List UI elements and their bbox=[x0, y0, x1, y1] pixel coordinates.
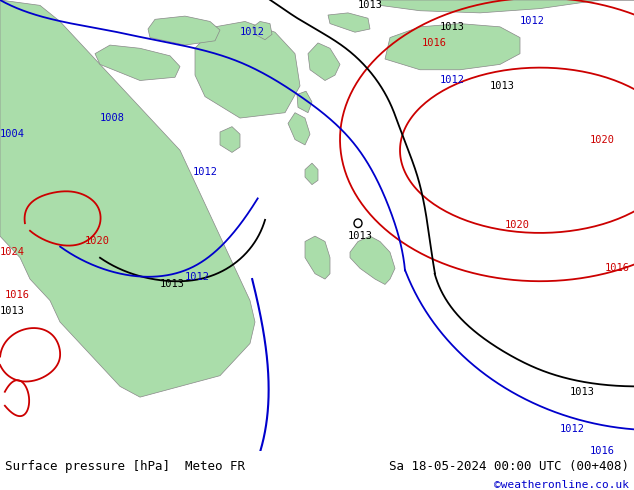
Text: 1013: 1013 bbox=[490, 81, 515, 91]
Text: 1013: 1013 bbox=[440, 22, 465, 32]
Text: ©weatheronline.co.uk: ©weatheronline.co.uk bbox=[494, 480, 629, 490]
Text: 1012: 1012 bbox=[520, 17, 545, 26]
Text: 1004: 1004 bbox=[0, 129, 25, 139]
Text: 1012: 1012 bbox=[193, 167, 218, 177]
Text: 1013: 1013 bbox=[358, 0, 383, 10]
Text: 1016: 1016 bbox=[605, 263, 630, 273]
Polygon shape bbox=[305, 236, 330, 279]
Text: 1016: 1016 bbox=[590, 446, 615, 456]
Polygon shape bbox=[308, 43, 340, 80]
Polygon shape bbox=[288, 113, 310, 145]
Polygon shape bbox=[220, 126, 240, 152]
Text: Surface pressure [hPa]  Meteo FR: Surface pressure [hPa] Meteo FR bbox=[5, 460, 245, 473]
Polygon shape bbox=[297, 91, 312, 113]
Text: 1016: 1016 bbox=[422, 38, 447, 48]
Text: 1013: 1013 bbox=[570, 387, 595, 397]
Text: 1020: 1020 bbox=[505, 220, 530, 230]
Text: 1024: 1024 bbox=[0, 247, 25, 257]
Text: 1012: 1012 bbox=[560, 424, 585, 434]
Text: 1013: 1013 bbox=[348, 231, 373, 241]
Polygon shape bbox=[0, 0, 255, 397]
Text: 1012: 1012 bbox=[440, 75, 465, 85]
Text: 1016: 1016 bbox=[5, 290, 30, 300]
Polygon shape bbox=[148, 16, 220, 45]
Text: 1020: 1020 bbox=[85, 237, 110, 246]
Polygon shape bbox=[328, 13, 370, 32]
Text: 1008: 1008 bbox=[100, 113, 125, 123]
Polygon shape bbox=[253, 22, 272, 40]
Polygon shape bbox=[385, 24, 520, 70]
Polygon shape bbox=[380, 0, 634, 13]
Polygon shape bbox=[350, 236, 395, 284]
Polygon shape bbox=[95, 45, 180, 80]
Text: Sa 18-05-2024 00:00 UTC (00+408): Sa 18-05-2024 00:00 UTC (00+408) bbox=[389, 460, 629, 473]
Text: 1020: 1020 bbox=[590, 135, 615, 145]
Text: 1013: 1013 bbox=[0, 306, 25, 316]
Text: 1012: 1012 bbox=[240, 27, 265, 37]
Polygon shape bbox=[305, 163, 318, 185]
Text: 1013: 1013 bbox=[160, 279, 185, 290]
Polygon shape bbox=[195, 22, 300, 118]
Text: 1012: 1012 bbox=[185, 272, 210, 282]
